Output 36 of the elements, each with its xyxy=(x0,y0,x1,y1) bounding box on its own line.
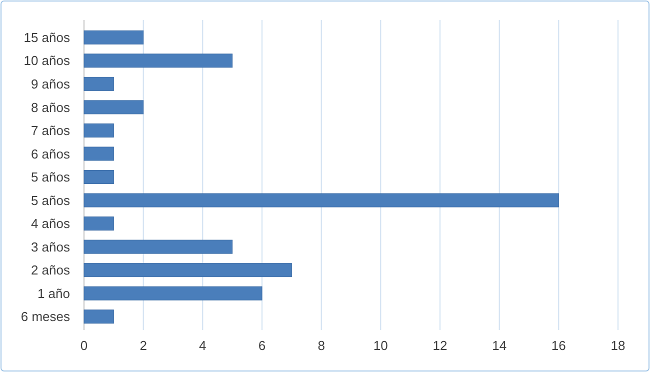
x-tick-label: 14 xyxy=(492,338,507,353)
x-tick-label: 16 xyxy=(551,338,566,353)
y-tick-label: 2 años xyxy=(30,262,70,278)
x-tick-label: 8 xyxy=(318,338,325,353)
y-tick-label: 7 años xyxy=(30,123,70,138)
y-tick-label: 8 años xyxy=(30,100,70,115)
y-tick-label: 5 años xyxy=(30,170,70,185)
bar xyxy=(84,54,233,68)
x-tick-label: 4 xyxy=(199,338,206,353)
x-tick-label: 6 xyxy=(258,338,266,353)
y-tick-label: 6 años xyxy=(30,146,70,162)
bar xyxy=(84,100,144,114)
bar xyxy=(84,146,114,161)
x-tick-label: 2 xyxy=(140,338,147,353)
bar xyxy=(84,216,114,231)
bar xyxy=(84,76,114,91)
y-tick-label: 6 meses xyxy=(20,309,70,324)
y-tick-label: 9 años xyxy=(30,76,70,92)
bar xyxy=(84,310,114,324)
bar xyxy=(84,193,559,208)
y-tick-label: 15 años xyxy=(24,30,70,45)
bar xyxy=(84,240,233,254)
x-tick-label: 0 xyxy=(80,338,88,353)
bar xyxy=(84,123,114,138)
bar xyxy=(84,263,292,278)
bar xyxy=(84,170,114,184)
y-tick-label: 1 año xyxy=(37,286,70,301)
bar xyxy=(84,30,144,44)
y-tick-label: 3 años xyxy=(30,239,70,254)
x-tick-label: 12 xyxy=(432,338,448,353)
x-tick-label: 18 xyxy=(610,338,626,353)
x-tick-label: 10 xyxy=(373,338,388,353)
y-tick-label: 10 años xyxy=(24,53,70,68)
y-tick-label: 5 años xyxy=(30,192,70,208)
y-tick-label: 4 años xyxy=(30,216,70,232)
bar xyxy=(84,286,262,300)
